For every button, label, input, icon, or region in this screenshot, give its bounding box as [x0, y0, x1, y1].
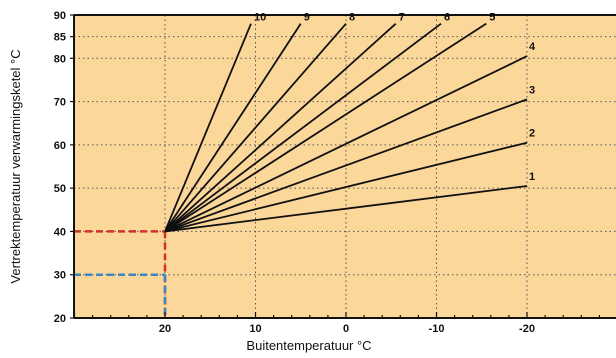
heating-curve-7: [164, 22, 397, 233]
curve-label-3: 3: [529, 84, 535, 96]
x-axis-title: Buitentemperatuur °C: [246, 338, 371, 353]
heating-curve-8: [164, 23, 347, 233]
y-tick-label: 30: [54, 270, 66, 282]
heating-curve-5: [164, 22, 487, 233]
heating-curve-4: [164, 55, 528, 233]
curve-label-1: 1: [529, 171, 535, 183]
y-tick-label: 70: [54, 97, 66, 109]
curve-label-10: 10: [254, 12, 266, 24]
curve-label-2: 2: [529, 128, 535, 140]
curve-label-4: 4: [529, 41, 536, 53]
x-tick-label: 10: [249, 323, 261, 335]
y-tick-label: 60: [54, 140, 66, 152]
curve-label-6: 6: [444, 12, 450, 24]
y-axis-title: Vertrektemperatuur verwarmingsketel °C: [8, 49, 23, 283]
y-tick-label: 50: [54, 183, 66, 195]
y-tick-label: 20: [54, 313, 66, 325]
heating-curve-1: [164, 185, 528, 233]
x-tick-label: -20: [519, 323, 535, 335]
x-tick-label: 20: [159, 323, 171, 335]
series-lines: [164, 22, 528, 233]
y-tick-label: 90: [54, 10, 66, 22]
reference-lines: [74, 230, 167, 318]
x-tick-label: -10: [429, 323, 445, 335]
heating-curve-10: [164, 23, 252, 232]
curve-label-8: 8: [349, 12, 355, 24]
heating-curve-2: [164, 141, 528, 233]
curve-label-9: 9: [304, 12, 310, 24]
y-tick-label: 80: [54, 53, 66, 65]
y-tick-label: 40: [54, 226, 66, 238]
heating-curve-6: [164, 22, 442, 233]
axes: [70, 14, 616, 319]
heating-curve-3: [164, 98, 528, 233]
heating-curve-9: [164, 23, 302, 232]
x-tick-label: 0: [343, 323, 349, 335]
curve-label-5: 5: [489, 12, 495, 24]
y-tick-label: 85: [54, 32, 66, 44]
curve-label-7: 7: [399, 12, 405, 24]
curve-labels: 1 2 3 4 5 6 7 8 9 10: [254, 12, 536, 183]
